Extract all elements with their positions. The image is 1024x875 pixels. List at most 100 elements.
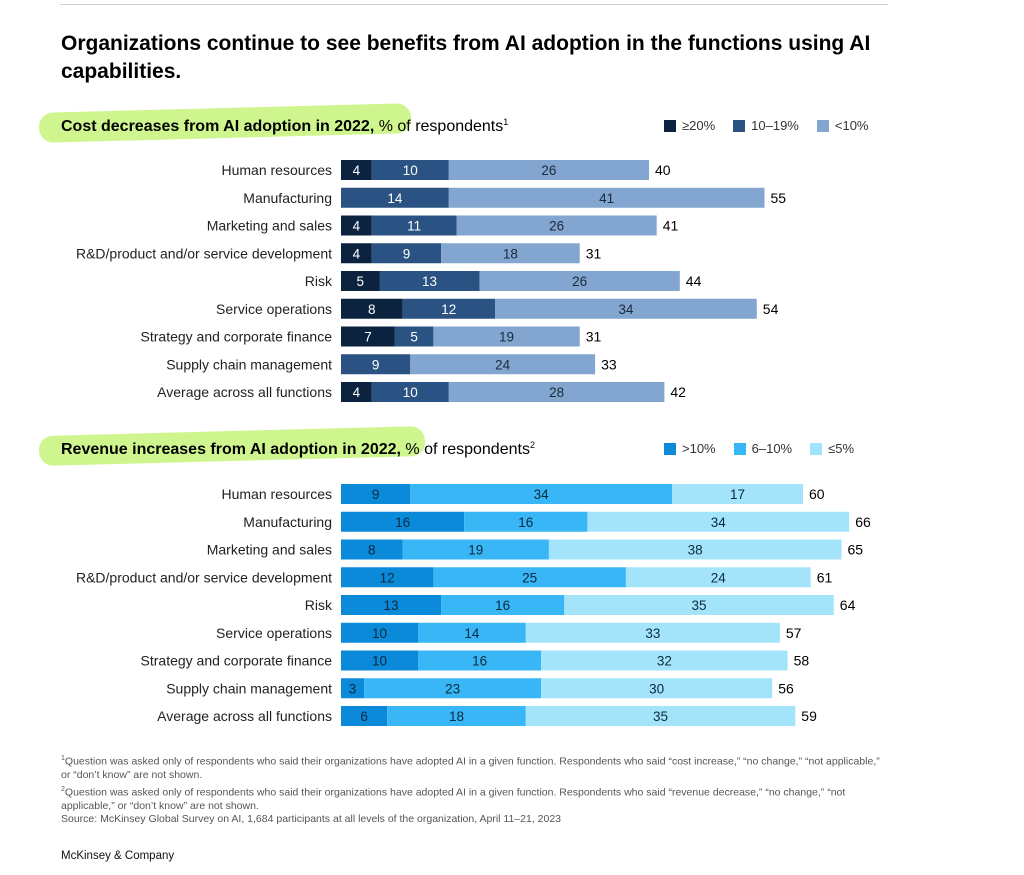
cost-bar-segment — [341, 382, 372, 402]
cost-bar-segment — [448, 187, 765, 208]
cost-bar-segment — [341, 215, 372, 236]
cost-heading-bold: Cost decreases from AI adoption in 2022, — [61, 118, 375, 136]
cost-bar-row: Supply chain management 9 24 33 — [166, 354, 617, 375]
revenue-bar-row: Average across all functions 6 18 35 59 — [157, 706, 817, 726]
cost-decrease-chart: Human resources 4 10 26 40 Manufacturing 14 41 5… — [76, 160, 786, 402]
cost-bar-segment — [371, 215, 457, 236]
segment-value-label: 35 — [653, 709, 668, 724]
segment-value-label: 11 — [407, 219, 421, 234]
legend-swatch — [733, 119, 746, 132]
revenue-bar-row: Risk 13 16 35 64 — [305, 595, 856, 615]
category-label: Supply chain management — [166, 680, 332, 696]
revenue-bar-segment — [341, 567, 434, 588]
category-label: Service operations — [216, 301, 332, 317]
cost-bar-segment — [371, 160, 449, 180]
revenue-heading-bold: Revenue increases from AI adoption in 20… — [61, 441, 401, 459]
revenue-heading-footnote-ref: 2 — [529, 440, 535, 450]
segment-value-label: 19 — [499, 330, 514, 345]
segment-value-label: 7 — [364, 330, 372, 345]
cost-bar-row: Human resources 4 10 26 40 — [222, 160, 671, 180]
total-value-label: 61 — [817, 569, 833, 585]
segment-value-label: 10 — [403, 385, 418, 400]
total-value-label: 54 — [763, 301, 779, 317]
segment-value-label: 9 — [403, 246, 411, 261]
cost-bar-segment — [441, 243, 580, 264]
revenue-bar-segment — [672, 484, 803, 504]
legend-swatch — [664, 119, 676, 132]
segment-value-label: 6 — [360, 709, 368, 724]
segment-value-label: 24 — [711, 570, 727, 585]
legend-swatch — [664, 442, 676, 455]
segment-value-label: 12 — [441, 302, 456, 317]
legend-swatch — [816, 119, 829, 132]
revenue-bar-row: Supply chain management 3 23 30 56 — [166, 678, 794, 699]
revenue-bar-segment — [625, 567, 811, 588]
segment-value-label: 26 — [572, 274, 587, 289]
revenue-bar-row: R&D/product and/or service development 12… — [76, 567, 833, 588]
revenue-bar-segment — [418, 650, 542, 671]
revenue-bar-segment — [541, 650, 788, 671]
segment-value-label: 34 — [534, 487, 550, 502]
revenue-bar-row: Marketing and sales 8 19 38 65 — [207, 539, 863, 560]
footnotes: 1Question was asked only of respondents … — [61, 752, 891, 827]
revenue-bar-segment — [587, 511, 850, 532]
revenue-chart-legend: >10% 6–10% ≤5% — [664, 441, 854, 456]
cost-bar-segment — [402, 298, 495, 319]
cost-bar-row: Average across all functions 4 10 28 42 — [157, 382, 686, 402]
segment-value-label: 18 — [449, 709, 464, 724]
brand-logo-text: McKinsey & Company — [61, 850, 175, 862]
cost-bar-segment — [479, 271, 680, 291]
legend-item: >10% — [664, 441, 716, 456]
segment-value-label: 25 — [522, 570, 537, 585]
segment-value-label: 33 — [645, 626, 660, 641]
cost-bar-segment — [341, 243, 372, 264]
cost-bar-row: Manufacturing 14 41 55 — [243, 187, 786, 208]
revenue-bar-segment — [341, 511, 465, 532]
segment-value-label: 16 — [472, 654, 487, 669]
revenue-bar-segment — [464, 511, 588, 532]
revenue-bar-segment — [387, 706, 526, 726]
cost-bar-segment — [341, 271, 380, 291]
cost-bar-row: Risk 5 13 26 44 — [305, 271, 702, 291]
category-label: Manufacturing — [243, 514, 332, 530]
segment-value-label: 34 — [618, 302, 634, 317]
footnote-2: 2Question was asked only of respondents … — [61, 785, 846, 812]
cost-bar-segment — [410, 354, 596, 375]
segment-value-label: 26 — [549, 219, 564, 234]
legend-label: ≤5% — [828, 441, 855, 456]
segment-value-label: 28 — [549, 385, 564, 400]
total-value-label: 41 — [663, 218, 679, 234]
segment-value-label: 14 — [387, 191, 403, 206]
segment-value-label: 38 — [688, 543, 703, 558]
segment-value-label: 18 — [503, 246, 518, 261]
revenue-bar-segment — [402, 539, 549, 560]
total-value-label: 31 — [586, 245, 602, 261]
revenue-bar-segment — [341, 678, 365, 699]
legend-label: ≥20% — [682, 118, 716, 133]
segment-value-label: 34 — [711, 515, 727, 530]
revenue-bar-segment — [548, 539, 842, 560]
segment-value-label: 16 — [518, 515, 533, 530]
cost-bar-segment — [448, 160, 649, 180]
category-label: Supply chain management — [166, 356, 332, 372]
segment-value-label: 17 — [730, 487, 745, 502]
cost-bar-segment — [371, 243, 442, 264]
revenue-bar-segment — [364, 678, 542, 699]
legend-label: <10% — [834, 118, 869, 133]
cost-bar-row: Marketing and sales 4 11 26 41 — [207, 215, 679, 236]
segment-value-label: 8 — [368, 302, 376, 317]
total-value-label: 64 — [840, 597, 856, 613]
cost-bar-segment — [433, 326, 580, 347]
revenue-bar-segment — [564, 595, 834, 615]
segment-value-label: 14 — [464, 626, 480, 641]
category-label: R&D/product and/or service development — [76, 569, 332, 585]
cost-bar-row: Service operations 8 12 34 54 — [216, 298, 779, 319]
total-value-label: 42 — [670, 384, 686, 400]
cost-bar-segment — [371, 382, 449, 402]
segment-value-label: 4 — [353, 246, 361, 261]
revenue-heading-unit: % of respondents — [400, 441, 530, 459]
segment-value-label: 30 — [649, 681, 664, 696]
chart-title: Organizations continue to see benefits f… — [61, 32, 871, 83]
segment-value-label: 4 — [353, 163, 361, 178]
revenue-bar-segment — [410, 484, 673, 504]
